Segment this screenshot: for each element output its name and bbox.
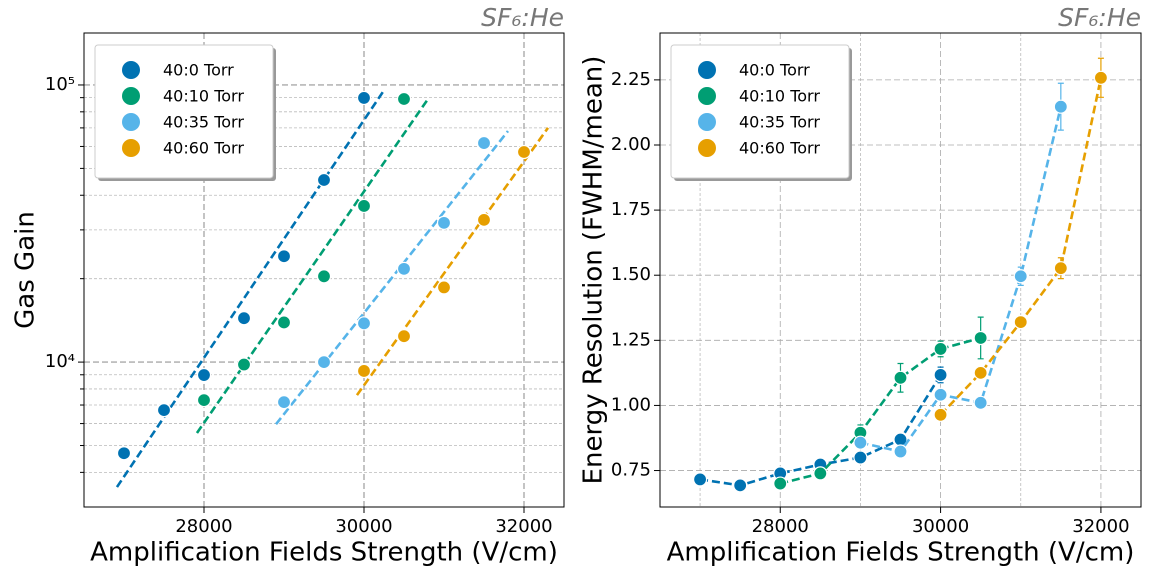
legend-marker	[122, 113, 140, 131]
axes-frame	[659, 32, 1142, 508]
fit-line	[274, 130, 510, 425]
data-point	[476, 135, 492, 151]
y-tick-label: 1.50	[611, 264, 651, 285]
data-point	[1013, 269, 1028, 284]
data-point	[1053, 261, 1068, 276]
data-point	[933, 341, 948, 357]
data-point	[156, 403, 172, 418]
x-axis-label: Amplification Fields Strength (V/cm)	[90, 538, 558, 568]
subplot: 28000 30000 32000 10⁴ 10⁵ SF₆:He Amplification…	[11, 3, 565, 568]
y-tick-label: 1.00	[611, 394, 651, 415]
legend-marker	[698, 113, 716, 131]
data-point	[316, 354, 332, 370]
data-point	[356, 90, 372, 106]
data-point	[853, 450, 868, 465]
y-tick-label: 10⁵	[45, 74, 75, 95]
data-point	[1013, 314, 1028, 330]
data-point	[973, 330, 988, 346]
fit-line	[355, 127, 550, 396]
y-tick-label: 2.25	[611, 69, 651, 90]
legend-label: 40:60 Torr	[163, 139, 244, 158]
data-point	[276, 249, 292, 264]
legend-box	[670, 44, 850, 179]
data-point	[236, 357, 252, 372]
data-point	[1093, 70, 1109, 85]
data-point	[1053, 99, 1068, 114]
fit-line	[115, 88, 387, 488]
x-tick-label: 28000	[752, 516, 809, 537]
data-point	[196, 367, 212, 383]
legend-marker	[122, 87, 140, 105]
data-point	[893, 444, 908, 459]
series-line	[860, 106, 1063, 453]
legend-box	[94, 44, 274, 179]
data-point	[436, 215, 452, 230]
series-line	[779, 336, 982, 485]
legend-label: 40:10 Torr	[163, 87, 244, 106]
y-tick-label: 1.75	[611, 199, 651, 220]
legend-marker	[698, 61, 716, 79]
data-point	[116, 446, 132, 461]
data-point	[933, 407, 948, 422]
data-point	[396, 261, 412, 276]
subplot: 28000 30000 32000 0.75 1.00 1.25 1.50 1.75 2.00 2…	[579, 3, 1142, 568]
legend-label: 40:0 Torr	[163, 61, 234, 80]
data-point	[356, 316, 372, 331]
data-point	[316, 269, 332, 284]
data-point	[773, 476, 788, 491]
y-tick-label: 0.75	[611, 460, 651, 481]
data-point	[733, 478, 748, 493]
y-tick-label: 1.25	[611, 329, 651, 350]
data-point	[933, 367, 948, 383]
fit-line	[195, 98, 430, 434]
data-point	[396, 91, 412, 107]
data-point	[813, 466, 828, 481]
x-tick-label: 30000	[912, 516, 969, 537]
legend-marker	[698, 87, 716, 105]
legend-marker	[122, 61, 140, 79]
legend-label: 40:35 Torr	[739, 113, 820, 132]
data-point	[893, 370, 908, 385]
legend-marker	[698, 139, 716, 157]
legend-label: 40:10 Torr	[739, 87, 820, 106]
plot-area	[115, 88, 550, 488]
data-point	[356, 198, 372, 214]
x-tick-label: 32000	[1072, 516, 1129, 537]
legend-marker	[122, 139, 140, 157]
data-point	[276, 395, 292, 410]
x-axis-label: Amplification Fields Strength (V/cm)	[667, 538, 1135, 568]
data-point	[516, 144, 532, 160]
data-point	[436, 280, 452, 295]
y-tick-label: 2.00	[611, 134, 651, 155]
data-point	[476, 212, 492, 227]
plot-area	[692, 57, 1109, 493]
y-axis-label: Energy Resolution (FWHM/mean)	[579, 56, 609, 485]
x-tick-label: 28000	[175, 516, 232, 537]
data-point	[356, 363, 372, 379]
data-point	[692, 472, 708, 487]
data-point	[276, 315, 292, 330]
data-point	[316, 172, 332, 188]
data-point	[853, 435, 868, 450]
chart-title: SF₆:He	[481, 3, 564, 32]
data-point	[933, 387, 948, 402]
data-point	[973, 365, 988, 380]
legend-label: 40:0 Torr	[739, 61, 810, 80]
x-tick-label: 30000	[335, 516, 392, 537]
y-axis-label: Gas Gain	[11, 211, 41, 329]
data-point	[236, 311, 252, 326]
x-tick-label: 32000	[495, 516, 552, 537]
legend-label: 40:60 Torr	[739, 139, 820, 158]
axes-frame	[83, 32, 565, 508]
legend-label: 40:35 Torr	[163, 113, 244, 132]
data-point	[396, 329, 412, 344]
y-tick-label: 10⁴	[45, 351, 75, 372]
data-point	[973, 395, 988, 410]
data-point	[196, 393, 212, 408]
chart-title: SF₆:He	[1058, 3, 1141, 32]
